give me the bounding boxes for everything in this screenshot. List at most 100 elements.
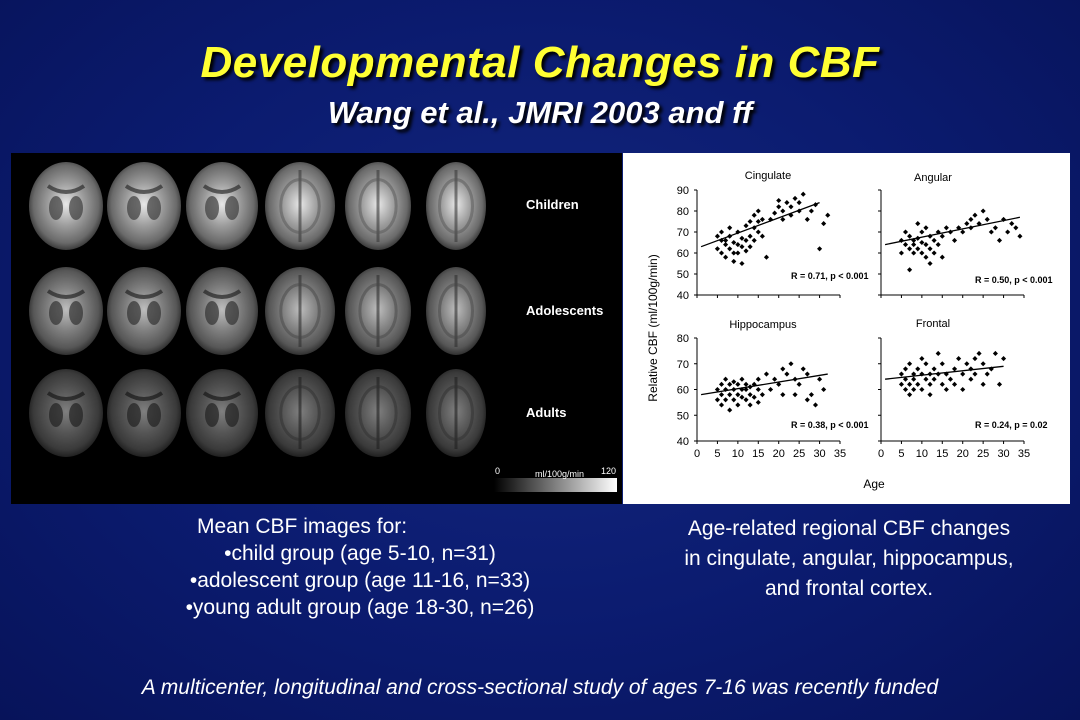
data-point	[821, 221, 827, 227]
x-tick-label: 25	[793, 448, 805, 460]
regression-line	[885, 365, 1004, 380]
data-point	[755, 229, 761, 235]
data-point	[723, 397, 729, 403]
y-tick-label: 90	[677, 185, 689, 197]
data-point	[747, 402, 753, 408]
data-point	[747, 244, 753, 250]
data-point	[939, 361, 945, 367]
data-point	[780, 392, 786, 398]
y-tick-label: 60	[677, 385, 689, 397]
data-point	[800, 191, 806, 197]
data-point	[976, 350, 982, 356]
data-point	[980, 208, 986, 214]
data-point	[1013, 225, 1019, 231]
data-point	[931, 366, 937, 372]
data-point	[759, 233, 765, 239]
data-point	[992, 350, 998, 356]
data-point	[788, 204, 794, 210]
data-point	[968, 376, 974, 382]
x-tick-label: 35	[834, 448, 846, 460]
data-point	[915, 381, 921, 387]
data-point	[743, 237, 749, 243]
data-point	[907, 361, 913, 367]
data-point	[972, 212, 978, 218]
data-point	[919, 386, 925, 393]
data-point	[980, 361, 986, 367]
data-point	[804, 371, 810, 377]
data-point	[739, 244, 745, 250]
brain-figure-caption: Mean CBF images for: •child group (age 5…	[120, 513, 600, 621]
x-tick-label: 5	[714, 448, 720, 460]
data-point	[947, 376, 954, 382]
data-point	[763, 254, 770, 260]
x-tick-label: 20	[773, 448, 785, 460]
data-point	[792, 392, 798, 398]
caption-item-adolescent: •adolescent group (age 11-16, n=33)	[189, 569, 531, 592]
data-point	[939, 254, 945, 260]
data-point	[755, 376, 761, 382]
data-point	[735, 381, 741, 387]
data-point	[731, 397, 737, 403]
data-point	[743, 248, 749, 254]
row-label-children: Children	[526, 197, 579, 212]
brain-slice-image	[426, 369, 486, 457]
data-point	[727, 392, 733, 398]
scale-min-label: 0	[495, 466, 500, 476]
data-point	[800, 366, 806, 372]
data-point	[911, 250, 917, 256]
data-point	[911, 386, 917, 393]
brain-slice-image	[29, 369, 103, 457]
cbf-scale-bar	[494, 478, 617, 492]
y-tick-label: 80	[677, 206, 689, 218]
data-point	[931, 250, 937, 256]
brain-slice-image	[426, 267, 486, 355]
data-point	[1001, 356, 1007, 362]
data-point	[943, 386, 949, 393]
regression-line	[700, 373, 828, 396]
data-point	[915, 366, 921, 372]
data-point	[902, 386, 909, 393]
data-point	[927, 246, 933, 252]
scale-max-label: 120	[601, 466, 616, 476]
data-point	[792, 195, 798, 201]
data-point	[825, 212, 831, 218]
data-point	[723, 254, 729, 260]
data-point	[784, 200, 790, 206]
data-point	[718, 250, 725, 256]
x-tick-label: 20	[957, 448, 969, 460]
data-point	[931, 376, 937, 382]
data-point	[780, 366, 786, 372]
row-label-adolescents: Adolescents	[526, 303, 603, 318]
data-point	[919, 229, 925, 235]
caption-line: Age-related regional CBF changes	[687, 517, 1011, 540]
data-point	[898, 371, 904, 377]
panel-title: Angular	[914, 172, 952, 184]
data-point	[996, 381, 1003, 387]
data-point	[735, 402, 741, 408]
data-point	[935, 350, 941, 356]
data-point	[714, 246, 720, 252]
brain-slice-image	[265, 267, 335, 355]
data-point	[804, 397, 810, 403]
x-tick-label: 35	[1018, 448, 1030, 460]
data-point	[788, 361, 794, 367]
panel-title: Cingulate	[745, 170, 791, 182]
brain-image-grid: Children Adolescents Adults 0 ml/100g/mi…	[29, 162, 617, 492]
panel-stat-label: R = 0.71, p < 0.001	[791, 271, 869, 281]
data-point	[817, 376, 823, 382]
regression-line	[884, 216, 1021, 246]
y-tick-label: 50	[677, 410, 689, 422]
data-point	[735, 242, 741, 248]
data-point	[988, 229, 994, 235]
caption-item-adult: •young adult group (age 18-30, n=26)	[185, 596, 535, 619]
brain-slice-image	[265, 162, 335, 250]
scatter-panel-hippocampus: 80 70 60 50 40 Hippocampus R = 0.38, p < 0.001	[677, 319, 869, 448]
data-point	[727, 407, 733, 413]
scatter-panel-frontal: Frontal R = 0.24, p = 0.02	[878, 318, 1048, 444]
data-point	[935, 242, 941, 248]
data-point	[1009, 221, 1015, 227]
x-tick-label: 15	[936, 448, 948, 460]
data-point	[755, 399, 761, 405]
caption-line: and frontal cortex.	[764, 577, 934, 600]
data-point	[968, 216, 974, 222]
